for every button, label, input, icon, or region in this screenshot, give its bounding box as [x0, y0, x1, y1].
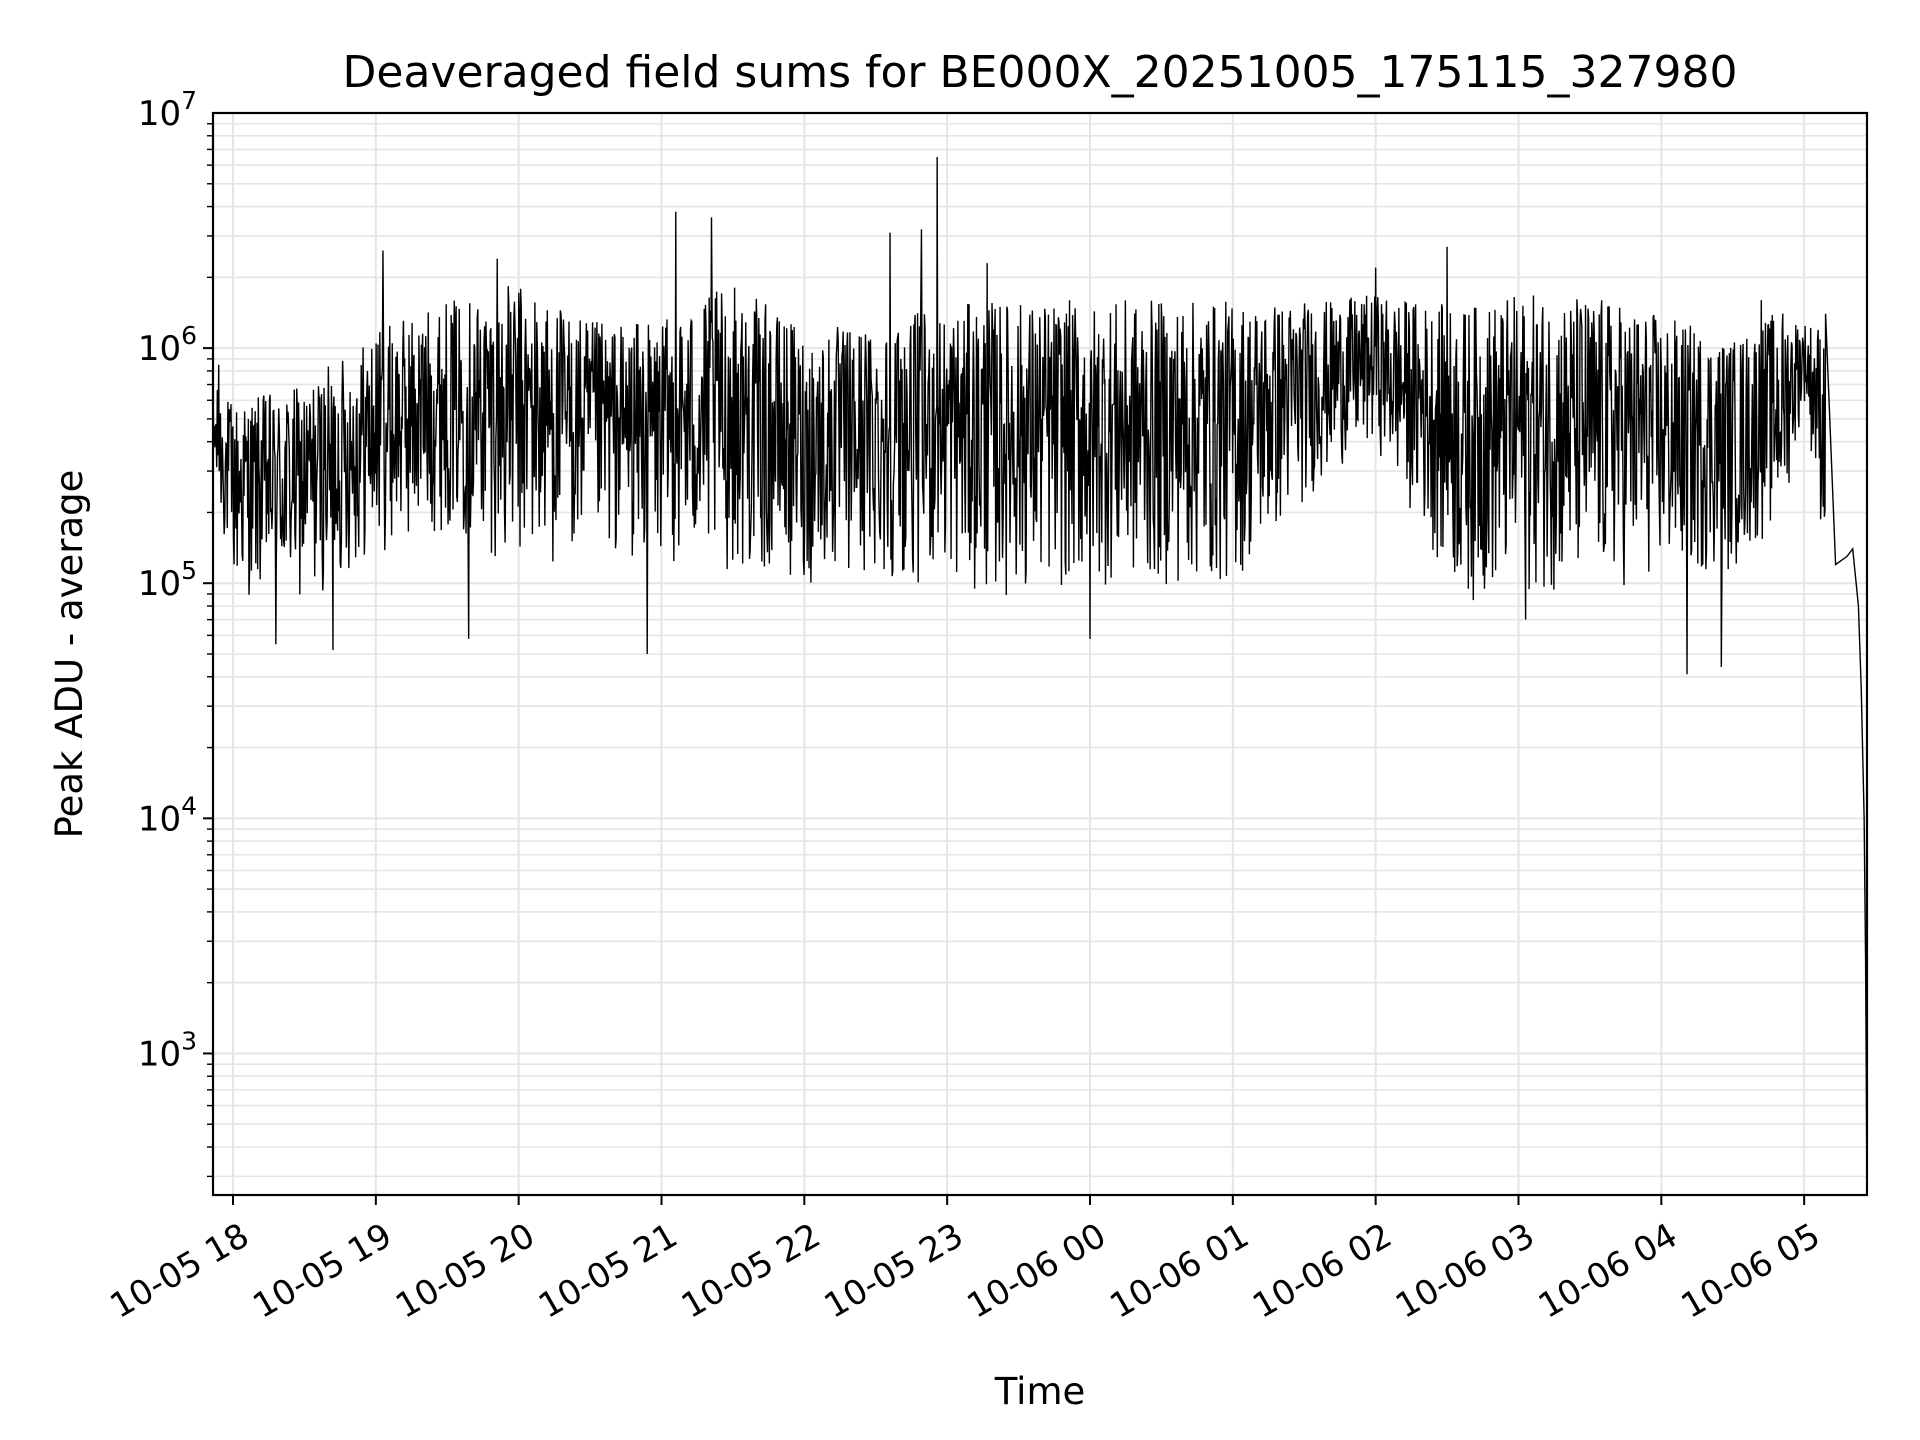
y-tick-label-base: 10: [138, 329, 181, 369]
y-tick-label: 106: [138, 321, 197, 369]
plot-area: [212, 156, 1868, 1196]
y-tick-label-exponent: 4: [181, 791, 197, 820]
y-tick-label: 103: [138, 1026, 197, 1074]
y-tick-label-base: 10: [138, 1034, 181, 1074]
y-tick-label: 107: [138, 86, 197, 134]
y-axis-label: Peak ADU - average: [48, 470, 91, 839]
grid: [213, 113, 1867, 1195]
y-tick-label-exponent: 6: [181, 321, 197, 350]
x-axis-label: Time: [994, 1370, 1086, 1413]
y-tick-label: 104: [138, 791, 197, 839]
y-tick-label-base: 10: [138, 564, 181, 604]
y-tick-label-exponent: 3: [181, 1026, 197, 1055]
series-line: [212, 156, 1868, 1196]
y-tick-label-exponent: 7: [181, 86, 197, 115]
y-tick-label-base: 10: [138, 94, 181, 134]
y-tick-label: 105: [138, 556, 197, 604]
y-tick-label-base: 10: [138, 799, 181, 839]
chart-title: Deaveraged field sums for BE000X_2025100…: [343, 47, 1738, 98]
y-tick-label-exponent: 5: [181, 556, 197, 585]
